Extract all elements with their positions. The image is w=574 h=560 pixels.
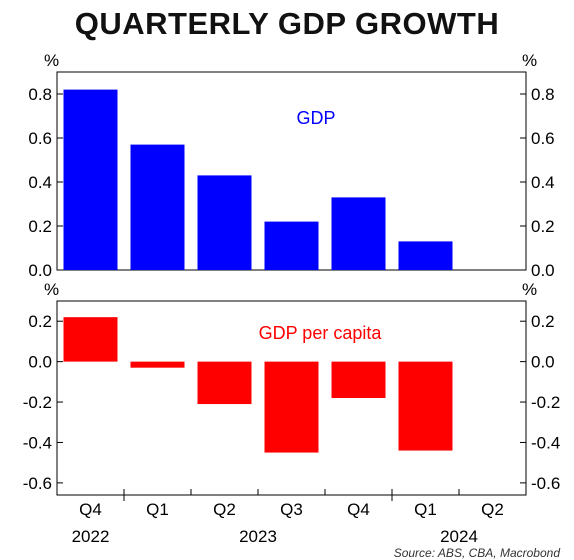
x-tick-label: Q3	[280, 500, 303, 519]
y-tick-label-right: 0.8	[531, 85, 555, 104]
unit-label-left: %	[44, 51, 59, 70]
chart-title: QUARTERLY GDP GROWTH	[74, 6, 500, 41]
x-tick-label: Q4	[79, 500, 102, 519]
y-tick-label-right: 0.4	[531, 173, 555, 192]
bar-gdp-5	[398, 241, 453, 270]
y-tick-label-right: 0.2	[531, 312, 555, 331]
bar-gdp-per-capita-3	[264, 361, 319, 453]
y-tick-label-left: 0.6	[28, 129, 52, 148]
y-tick-label-left: 0.2	[28, 217, 52, 236]
y-tick-label-left: -0.6	[23, 474, 52, 493]
x-tick-label: Q2	[213, 500, 236, 519]
unit-label-left: %	[44, 280, 59, 299]
bar-gdp-per-capita-5	[398, 361, 453, 451]
x-tick-label: Q4	[347, 500, 370, 519]
bar-gdp-2	[197, 175, 252, 270]
y-tick-label-left: 0.2	[28, 312, 52, 331]
x-tick-label: Q2	[481, 500, 504, 519]
x-tick-label: Q1	[414, 500, 437, 519]
unit-label-right: %	[522, 51, 537, 70]
y-tick-label-right: 0.0	[531, 261, 555, 280]
bar-gdp-4	[331, 197, 386, 270]
bar-gdp-0	[63, 89, 118, 270]
y-tick-label-right: -0.6	[531, 474, 560, 493]
series-annotation: GDP per capita	[259, 323, 383, 343]
x-tick-label: Q1	[146, 500, 169, 519]
x-year-label: 2023	[239, 527, 277, 546]
x-year-label: 2024	[440, 527, 478, 546]
bar-gdp-1	[130, 144, 185, 270]
y-tick-label-right: -0.4	[531, 433, 560, 452]
bar-gdp-per-capita-4	[331, 361, 386, 398]
y-tick-label-left: 0.8	[28, 85, 52, 104]
y-tick-label-left: 0.0	[28, 261, 52, 280]
y-tick-label-left: 0.0	[28, 353, 52, 372]
y-tick-label-right: -0.2	[531, 393, 560, 412]
series-annotation: GDP	[296, 108, 335, 128]
unit-label-right: %	[522, 280, 537, 299]
plot-frame-1	[56, 300, 527, 496]
bar-gdp-per-capita-2	[197, 361, 252, 405]
bar-gdp-3	[264, 221, 319, 270]
bar-gdp-per-capita-0	[63, 317, 118, 362]
y-tick-label-right: 0.0	[531, 353, 555, 372]
y-tick-label-left: 0.4	[28, 173, 52, 192]
y-tick-label-left: -0.2	[23, 393, 52, 412]
source-note: Source: ABS, CBA, Macrobond	[393, 546, 560, 560]
bar-gdp-per-capita-1	[130, 361, 185, 368]
y-tick-label-right: 0.6	[531, 129, 555, 148]
y-tick-label-right: 0.2	[531, 217, 555, 236]
y-tick-label-left: -0.4	[23, 433, 52, 452]
x-year-label: 2022	[72, 527, 110, 546]
